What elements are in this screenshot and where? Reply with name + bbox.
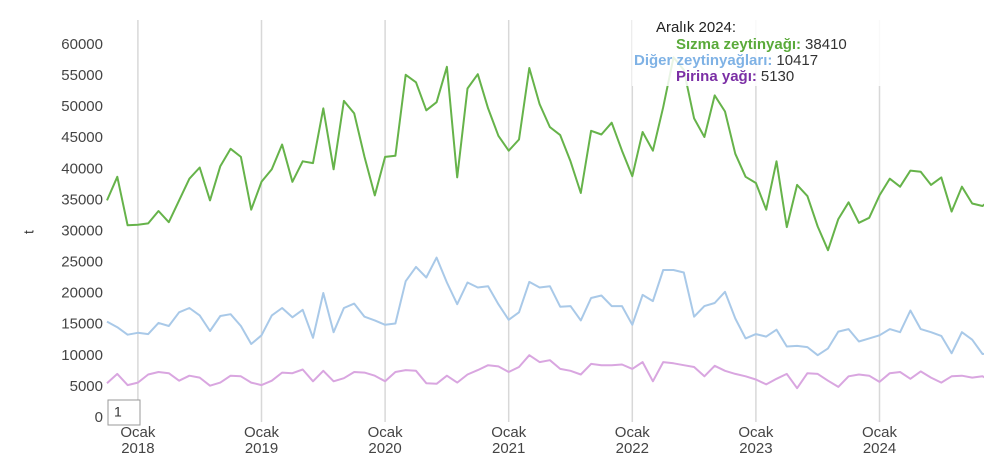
tooltip-title: Aralık 2024:	[656, 19, 736, 36]
y-tick-label: 55000	[61, 67, 103, 84]
series-line	[106, 256, 984, 357]
x-tick-label: Ocak 2020	[368, 424, 404, 455]
grid	[137, 20, 881, 422]
tooltip-item: Sızma zeytinyağı: 38410	[676, 36, 847, 53]
tooltip-item-value: 10417	[776, 52, 818, 69]
series-line	[106, 56, 984, 252]
y-tick-label: 25000	[61, 254, 103, 271]
x-tick-label: Ocak 2021	[491, 424, 527, 455]
tooltip-item: Pirina yağı: 5130	[676, 68, 794, 85]
plot	[106, 56, 984, 390]
tooltip-item-label: Pirina yağı:	[676, 68, 757, 85]
tooltip-item-label: Diğer zeytinyağları:	[634, 52, 772, 69]
page-box-label[interactable]: 1	[114, 404, 122, 420]
y-tick-label: 0	[95, 409, 103, 426]
x-tick-label: Ocak 2018	[120, 424, 156, 455]
y-tick-label: 35000	[61, 191, 103, 208]
y-tick-label: 50000	[61, 98, 103, 115]
y-tick-label: 45000	[61, 129, 103, 146]
x-tick-label: Ocak 2019	[244, 424, 280, 455]
tooltip-bg	[632, 18, 894, 86]
x-tick-label: Ocak 2024	[862, 424, 898, 455]
tooltip-item-value: 38410	[805, 36, 847, 53]
y-tick-label: 30000	[61, 222, 103, 239]
x-tick-label: Ocak 2022	[615, 424, 651, 455]
y-tick-label: 5000	[70, 378, 103, 395]
tooltip-item-label: Sızma zeytinyağı:	[676, 36, 801, 53]
y-tick-label: 10000	[61, 347, 103, 364]
y-axis-label: t	[21, 230, 37, 234]
tooltip: Aralık 2024:Sızma zeytinyağı: 38410Diğer …	[632, 18, 894, 86]
tooltip-item-value: 5130	[761, 68, 794, 85]
y-tick-label: 20000	[61, 285, 103, 302]
y-tick-label: 60000	[61, 36, 103, 53]
x-tick-label: Ocak 2023	[738, 424, 774, 455]
page-box[interactable]	[107, 399, 141, 426]
y-tick-label: 40000	[61, 160, 103, 177]
series-line	[106, 354, 984, 390]
tooltip-item: Diğer zeytinyağları: 10417	[634, 52, 818, 69]
y-tick-label: 15000	[61, 316, 103, 333]
